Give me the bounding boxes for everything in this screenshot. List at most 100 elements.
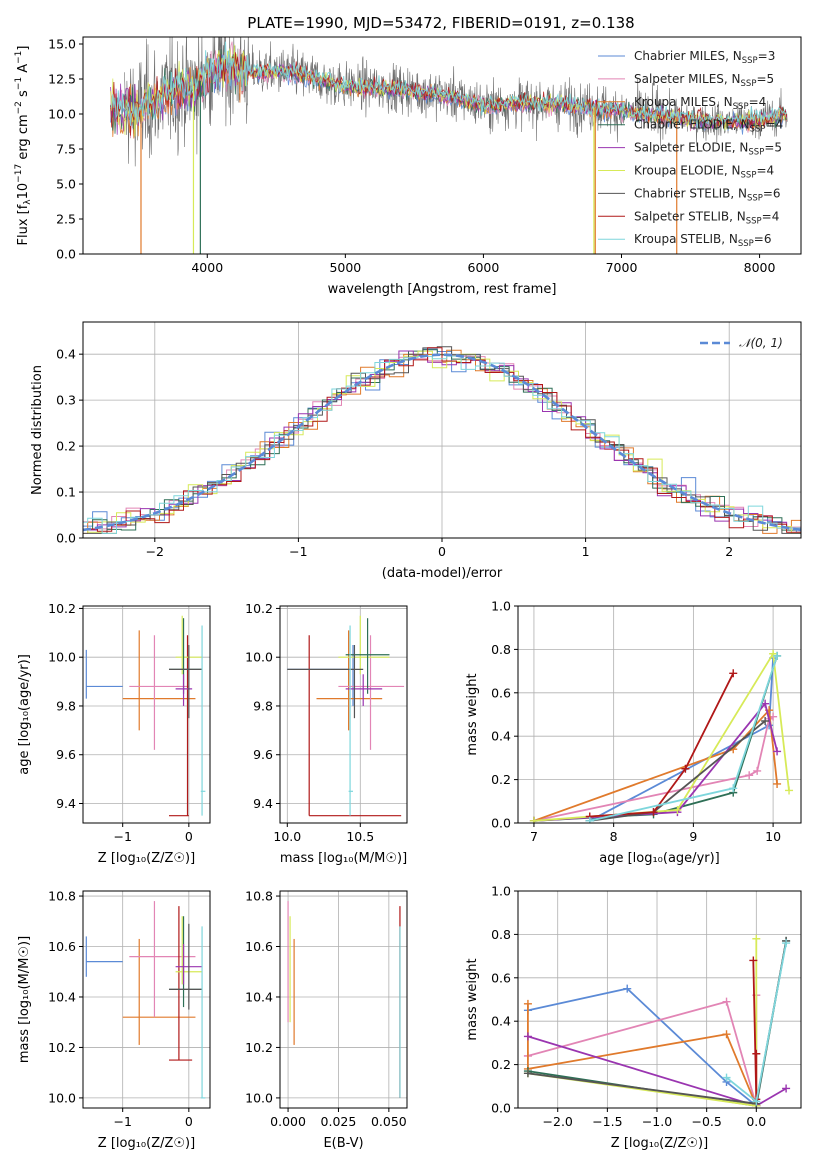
weight-vs-age-ytick-label: 0.2 xyxy=(491,772,511,787)
weight-marker xyxy=(752,1097,761,1106)
residuals-ytick-label: 0.3 xyxy=(56,393,76,408)
residuals-ytick-label: 0.0 xyxy=(56,531,76,546)
weight-vs-age-ytick-label: 0.4 xyxy=(491,729,511,744)
legend-entry: Kroupa ELODIE, NSSP=4 xyxy=(634,164,774,181)
weight-marker xyxy=(681,764,690,773)
mass-vs-ebv-frame xyxy=(279,890,408,1109)
mass-vs-z-ytick-label: 10.8 xyxy=(48,889,76,904)
age-vs-z-ytick-label: 9.4 xyxy=(56,796,76,811)
spectrum-xtick-label: 8000 xyxy=(744,260,776,275)
weight-marker xyxy=(761,699,770,708)
age-vs-mass-xtick-label: 10.5 xyxy=(346,829,374,844)
weight-marker xyxy=(782,939,791,948)
mass-vs-ebv-xaxis-label: E(B-V) xyxy=(323,1136,363,1151)
mass-vs-z-frame xyxy=(82,890,211,1109)
residuals-xtick-label: 2 xyxy=(725,544,733,559)
mass-vs-z-ytick-label: 10.0 xyxy=(48,1090,76,1105)
weight-marker xyxy=(623,984,632,993)
age-vs-mass-ytick-label: 10.2 xyxy=(245,601,273,616)
weight-vs-age-xtick-label: 7 xyxy=(530,829,538,844)
weight-vs-age-ytick-label: 0.8 xyxy=(491,642,511,657)
weight-marker xyxy=(722,1030,731,1039)
residuals-xtick-label: −2 xyxy=(146,544,164,559)
residuals-panel: −2 −1 0 1 2 0.0 0.1 0.2 0.3 0.4 (data-model)/error… xyxy=(30,321,802,581)
weight-vs-age-yaxis-label: mass weight xyxy=(465,673,480,755)
age-vs-z-xaxis-label: Z [log₁₀(Z/Z☉)] xyxy=(98,851,195,866)
weight-vs-z-panel: −2.0 −1.5 −1.0 −0.5 0.0 0.0 0.2 0.4 0.6 0.8 1.0 Z [… xyxy=(465,884,802,1151)
weight-vs-age-xtick-label: 8 xyxy=(610,829,618,844)
mass-vs-ebv-ytick-label: 10.4 xyxy=(245,989,273,1004)
spectrum-ytick-label: 0.0 xyxy=(56,247,76,262)
age-vs-z-xtick-label: 0 xyxy=(185,829,193,844)
mass-vs-ebv-plot-area xyxy=(287,901,401,1098)
weight-vs-z-xtick-label: −2.0 xyxy=(543,1114,573,1129)
spectrum-xtick-label: 4000 xyxy=(191,260,223,275)
weight-vs-age-frame xyxy=(517,605,802,824)
weight-marker xyxy=(523,999,532,1008)
spectrum-ytick-label: 5.0 xyxy=(56,177,76,192)
page-title: PLATE=1990, MJD=53472, FIBERID=0191, z=0… xyxy=(247,14,634,32)
weight-vs-z-ytick-label: 0.4 xyxy=(491,1014,511,1029)
mass-vs-z-panel: −1 0 10.0 10.2 10.4 10.6 10.8 Z [log₁₀(Z/Z☉)] ma… xyxy=(17,889,211,1151)
weight-vs-z-xaxis-label: Z [log₁₀(Z/Z☉)] xyxy=(611,1136,708,1151)
weight-vs-age-ytick-label: 0.6 xyxy=(491,685,511,700)
weight-marker xyxy=(673,805,682,814)
age-vs-z-xtick-label: −1 xyxy=(113,829,131,844)
age-vs-mass-ytick-label: 9.6 xyxy=(253,747,273,762)
mass-vs-z-xtick-label: 0 xyxy=(185,1114,193,1129)
legend-entry: Salpeter ELODIE, NSSP=5 xyxy=(634,141,782,158)
weight-marker xyxy=(773,779,782,788)
age-vs-mass-ytick-label: 10.0 xyxy=(245,650,273,665)
age-vs-z-ytick-label: 9.6 xyxy=(56,747,76,762)
weight-line-kroupa_miles xyxy=(533,708,778,822)
mass-vs-ebv-xtick-label: 0.050 xyxy=(371,1114,407,1129)
legend-entry: Kroupa MILES, NSSP=4 xyxy=(634,95,766,112)
spectrum-ytick-label: 10.0 xyxy=(48,107,76,122)
legend-entry: Chabrier MILES, NSSP=3 xyxy=(634,49,775,66)
residuals-ytick-label: 0.2 xyxy=(56,439,76,454)
weight-vs-z-xtick-label: −1.0 xyxy=(642,1114,672,1129)
weight-vs-age-xtick-label: 9 xyxy=(689,829,697,844)
weight-marker xyxy=(523,1032,532,1041)
mass-vs-z-plot-area xyxy=(85,901,206,1099)
weight-marker xyxy=(752,934,761,943)
age-vs-mass-ytick-label: 9.4 xyxy=(253,796,273,811)
age-vs-mass-plot-area xyxy=(287,615,405,817)
mass-vs-ebv-ytick-label: 10.6 xyxy=(245,939,273,954)
weight-vs-z-ytick-label: 0.6 xyxy=(491,970,511,985)
weight-marker xyxy=(745,771,754,780)
weight-vs-z-ytick-label: 0.8 xyxy=(491,927,511,942)
mass-vs-z-xaxis-label: Z [log₁₀(Z/Z☉)] xyxy=(98,1136,195,1151)
weight-marker xyxy=(523,1069,532,1078)
age-vs-z-ytick-label: 10.2 xyxy=(48,601,76,616)
weight-vs-z-xtick-label: −1.5 xyxy=(592,1114,622,1129)
residuals-ytick-label: 0.1 xyxy=(56,485,76,500)
weight-marker xyxy=(729,784,738,793)
age-vs-z-plot-area xyxy=(85,615,206,817)
legend-entry: Salpeter MILES, NSSP=5 xyxy=(634,72,774,89)
weight-vs-age-panel: 7 8 9 10 0.0 0.2 0.4 0.6 0.8 1.0 age [log₁₀(age/yr… xyxy=(465,599,802,866)
spectrum-plot-area xyxy=(110,37,788,254)
weight-marker xyxy=(782,1084,791,1093)
weight-marker xyxy=(749,956,758,965)
spectrum-xtick-label: 6000 xyxy=(468,260,500,275)
residuals-ytick-label: 0.4 xyxy=(56,347,76,362)
weight-vs-z-ytick-label: 1.0 xyxy=(491,884,511,899)
spectrum-ytick-label: 15.0 xyxy=(48,37,76,52)
mass-vs-ebv-ytick-label: 10.2 xyxy=(245,1040,273,1055)
weight-vs-age-xaxis-label: age [log₁₀(age/yr)] xyxy=(599,851,720,866)
mass-vs-ebv-xtick-label: 0.025 xyxy=(321,1114,357,1129)
weight-marker xyxy=(585,816,594,823)
age-vs-z-frame xyxy=(82,605,211,824)
spectrum-ytick-label: 12.5 xyxy=(48,72,76,87)
weight-vs-age-plot-area xyxy=(529,649,794,823)
legend-entry: Chabrier ELODIE, NSSP=4 xyxy=(634,118,783,135)
weight-vs-z-xtick-label: 0.0 xyxy=(746,1114,766,1129)
mass-vs-z-xtick-label: −1 xyxy=(113,1114,131,1129)
weight-marker xyxy=(761,717,770,726)
residuals-plot-area xyxy=(83,346,801,534)
weight-marker xyxy=(753,766,762,775)
spectrum-ytick-label: 2.5 xyxy=(56,212,76,227)
spectrum-xtick-label: 7000 xyxy=(606,260,638,275)
